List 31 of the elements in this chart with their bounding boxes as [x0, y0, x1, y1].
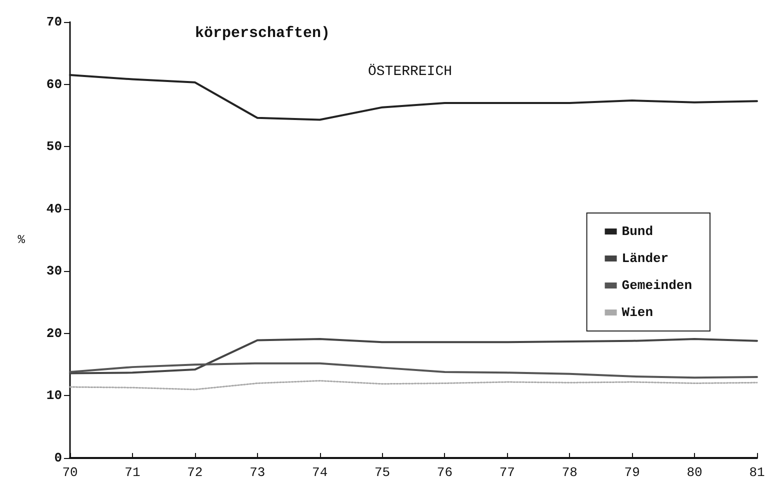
y-tick-label: 0 — [54, 450, 62, 466]
x-tick-label: 74 — [312, 465, 328, 480]
text: ÖSTERREICH — [368, 63, 452, 80]
x-tick-label: 77 — [499, 465, 515, 480]
x-tick-label: 78 — [562, 465, 578, 480]
x-tick-label: 71 — [124, 465, 140, 480]
x-tick-label: 79 — [624, 465, 640, 480]
x-tick-label: 80 — [686, 465, 702, 480]
y-tick-label: 60 — [46, 76, 62, 92]
legend-label: Länder — [622, 251, 669, 266]
line-series — [69, 338, 758, 374]
x-tick-label: 81 — [749, 465, 765, 480]
line-series — [69, 380, 758, 390]
x-tick-label: 70 — [62, 465, 78, 480]
y-tick-label: 40 — [46, 201, 62, 216]
x-tick-label: 72 — [187, 465, 203, 480]
y-tick-label: 10 — [46, 388, 62, 404]
x-tick-label: 76 — [436, 465, 453, 480]
y-tick-label: 30 — [46, 264, 62, 279]
legend-label: Bund — [622, 224, 654, 239]
y-tick-label: 70 — [46, 14, 62, 30]
x-tick-label: 75 — [374, 465, 390, 480]
legend-label: Gemeinden — [622, 278, 692, 293]
line-series — [69, 362, 758, 379]
line-series — [69, 74, 758, 121]
x-tick-label: 73 — [250, 465, 266, 480]
annotation: körperschaften) — [195, 25, 330, 42]
y-tick-label: 50 — [46, 139, 62, 154]
legend-label: Wien — [622, 305, 654, 320]
y-tick-label: 20 — [46, 326, 62, 341]
y-axis-title: % — [18, 233, 26, 247]
